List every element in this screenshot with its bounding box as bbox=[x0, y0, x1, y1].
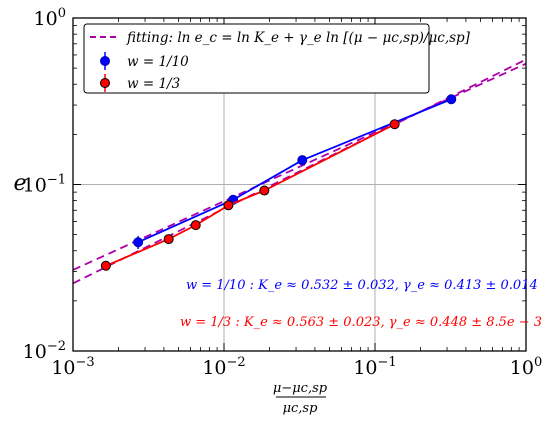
data-series bbox=[100, 94, 457, 271]
series-2-line bbox=[105, 123, 396, 267]
series-2-point bbox=[259, 185, 270, 196]
legend-series-1-marker bbox=[100, 56, 110, 66]
series-1-point bbox=[297, 155, 308, 166]
series-1-line bbox=[137, 98, 452, 244]
x-tick-label: 100 bbox=[510, 355, 542, 379]
y-tick-labels: 10−2 10−1 100 bbox=[23, 6, 66, 363]
minor-ticks bbox=[73, 18, 526, 351]
series-1-point bbox=[446, 94, 457, 105]
annotation-w-1-10: w = 1/10 : K_e ≈ 0.532 ± 0.032, γ_e ≈ 0.… bbox=[186, 278, 538, 293]
series-2 bbox=[100, 119, 400, 271]
x-axis-label-denominator: μc,sp bbox=[283, 401, 319, 416]
series-2-point bbox=[389, 119, 400, 130]
series-2-point bbox=[223, 200, 234, 211]
legend-series-2-label: w = 1/3 bbox=[127, 76, 180, 92]
y-axis-label: e bbox=[13, 171, 26, 196]
x-tick-labels: 10−3 10−2 10−1 100 bbox=[51, 355, 542, 379]
legend: fitting: ln e_c = ln K_e + γ_e ln [(μ − … bbox=[83, 23, 471, 94]
y-tick-label: 100 bbox=[34, 6, 66, 30]
x-tick-label: 10−3 bbox=[51, 355, 94, 379]
x-tick-label: 10−1 bbox=[353, 355, 396, 379]
series-2-point bbox=[190, 220, 201, 231]
series-1 bbox=[133, 94, 457, 249]
x-tick-label: 10−2 bbox=[202, 355, 245, 379]
legend-series-2-marker bbox=[100, 78, 110, 88]
annotation-w-1-3: w = 1/3 : K_e ≈ 0.563 ± 0.023, γ_e ≈ 0.4… bbox=[180, 315, 542, 330]
legend-series-1-label: w = 1/10 bbox=[127, 54, 189, 70]
x-axis-label-numerator: μ−μc,sp bbox=[273, 381, 328, 396]
x-axis-label: μ−μc,sp μc,sp bbox=[273, 381, 328, 416]
legend-frame bbox=[83, 23, 430, 94]
series-2-point bbox=[100, 260, 111, 271]
y-tick-label: 10−1 bbox=[23, 173, 66, 197]
series-2-point bbox=[163, 234, 174, 245]
series-1-point bbox=[133, 237, 144, 248]
legend-fit-label: fitting: ln e_c = ln K_e + γ_e ln [(μ − … bbox=[126, 30, 471, 46]
y-tick-label: 10−2 bbox=[23, 339, 66, 363]
fit-line-series-1 bbox=[72, 62, 527, 271]
